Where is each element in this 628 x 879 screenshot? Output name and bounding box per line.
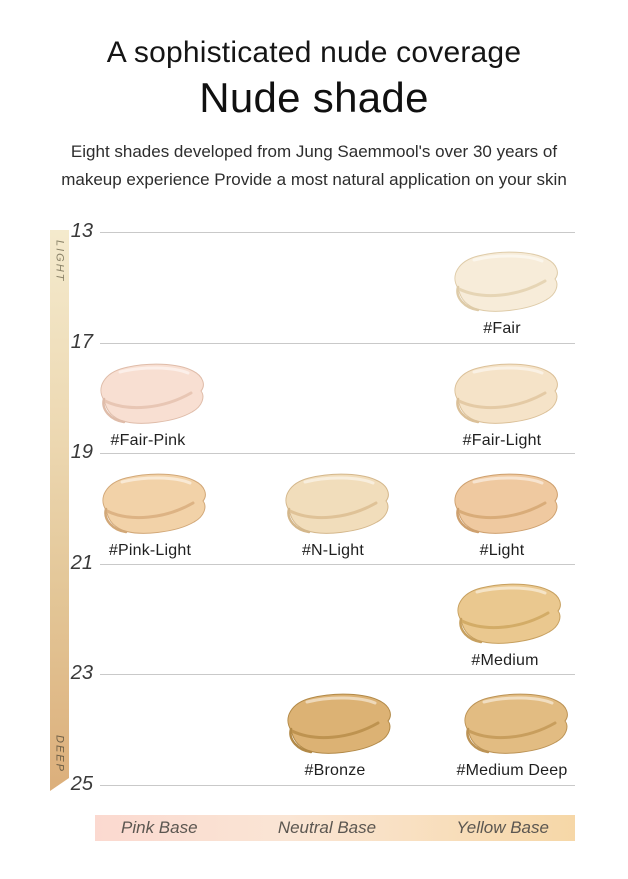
foundation-smear-icon: [457, 583, 561, 644]
foundation-smear-icon: [464, 693, 568, 754]
foundation-smear-icon: [454, 473, 558, 534]
scale-label-deep: DEEP: [53, 735, 66, 773]
gridline-25: 25: [71, 773, 575, 795]
foundation-smear-icon: [454, 251, 558, 312]
header: A sophisticated nude coverage Nude shade…: [0, 0, 628, 194]
foundation-smear-icon: [100, 363, 204, 424]
swatch-label: #Medium Deep: [456, 762, 568, 779]
axis-tick-label: 17: [70, 331, 93, 353]
lightness-scale-bar: LIGHT DEEP: [50, 230, 69, 791]
axis-tick-label: 23: [70, 662, 93, 684]
gridline-13: 13: [71, 220, 575, 242]
swatch-label: #Fair-Light: [462, 432, 542, 449]
axis-tick-label: 21: [70, 552, 93, 574]
base-label-yellow: Yellow Base: [456, 818, 549, 837]
axis-tick-label: 25: [70, 773, 93, 795]
subtitle-line-2: makeup experience Provide a most natural…: [61, 170, 567, 189]
swatch-pink-light: #Pink-Light: [75, 470, 225, 560]
swatch-label: #Fair: [483, 320, 521, 337]
swatch-bronze: #Bronze: [260, 690, 410, 780]
swatch-n-light: #N-Light: [258, 470, 408, 560]
scale-label-light: LIGHT: [53, 240, 66, 283]
foundation-smear-icon: [285, 473, 389, 534]
swatch-light: #Light: [427, 470, 577, 560]
subtitle-line-1: Eight shades developed from Jung Saemmoo…: [70, 142, 558, 161]
swatch-fair-light: #Fair-Light: [427, 360, 577, 450]
base-label-pink: Pink Base: [121, 818, 198, 837]
tagline: A sophisticated nude coverage: [106, 36, 522, 69]
swatch-fair-pink: #Fair-Pink: [73, 360, 223, 450]
swatch-fair: #Fair: [427, 248, 577, 338]
gridline-23: 23: [71, 662, 575, 684]
swatch-label: #Pink-Light: [108, 542, 192, 559]
swatch-label: #Bronze: [304, 762, 366, 779]
axis-tick-label: 19: [70, 441, 93, 463]
base-label-neutral: Neutral Base: [277, 818, 377, 837]
gridline-19: 19: [71, 441, 575, 463]
axis-tick-label: 13: [70, 220, 93, 242]
foundation-smear-icon: [287, 693, 391, 754]
swatch-label: #N-Light: [301, 542, 365, 559]
swatch-label: #Light: [479, 542, 525, 559]
swatch-medium-deep: #Medium Deep: [437, 690, 587, 780]
foundation-smear-icon: [454, 363, 558, 424]
swatch-label: #Medium: [471, 652, 539, 669]
foundation-smear-icon: [102, 473, 206, 534]
swatch-label: #Fair-Pink: [110, 432, 186, 449]
page-title: Nude shade: [199, 74, 429, 121]
subtitle: Eight shades developed from Jung Saemmoo…: [0, 138, 628, 194]
base-axis-bar: Pink Base Neutral Base Yellow Base: [95, 815, 575, 841]
gridline-17: 17: [71, 331, 575, 353]
gridline-21: 21: [71, 552, 575, 574]
swatch-medium: #Medium: [430, 580, 580, 670]
